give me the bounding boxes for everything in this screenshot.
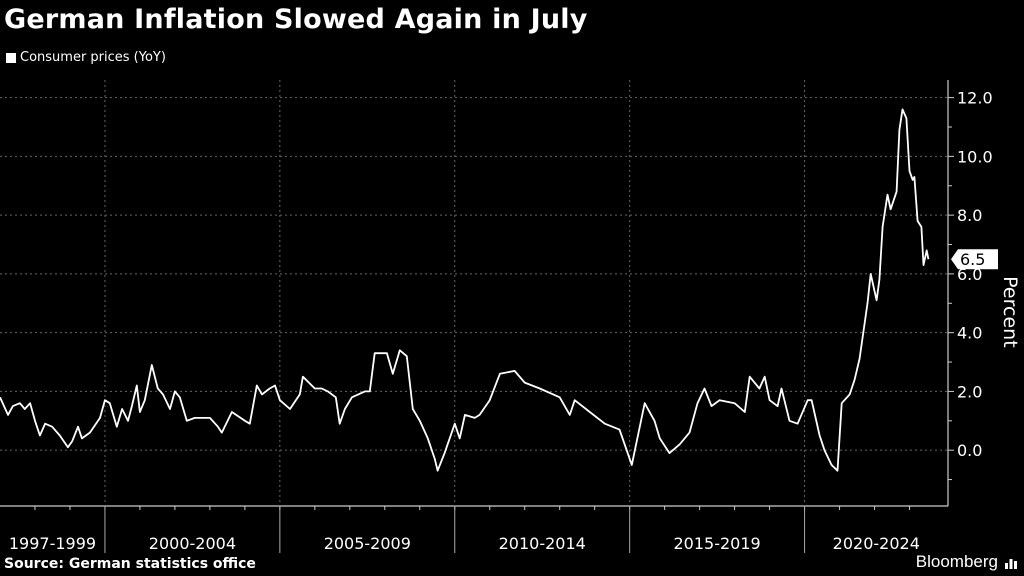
legend-label: Consumer prices (YoY): [20, 50, 166, 65]
x-category-label: 2020-2024: [833, 534, 920, 553]
y-tick-label: 10.0: [957, 147, 993, 166]
legend-swatch: [6, 52, 16, 63]
y-tick-label: 12.0: [957, 89, 993, 108]
x-category-label: 2015-2019: [674, 534, 761, 553]
y-tick-label: 6.0: [957, 265, 982, 284]
y-tick-label: 8.0: [957, 206, 982, 225]
y-axis-label: Percent: [999, 276, 1021, 348]
legend: Consumer prices (YoY): [6, 50, 166, 65]
bloomberg-logo: Bloomberg: [915, 552, 998, 571]
x-category-label: 2005-2009: [324, 534, 411, 553]
bloomberg-chart-icon: [1005, 559, 1017, 569]
source-note: Source: German statistics office: [4, 556, 256, 572]
chart-title: German Inflation Slowed Again in July: [4, 4, 588, 35]
last-value-tag: [951, 249, 998, 270]
x-category-label: 1997-1999: [9, 534, 96, 553]
y-tick-label: 0.0: [957, 441, 982, 460]
y-tick-label: 2.0: [957, 382, 982, 401]
last-value-label: 6.5: [960, 250, 985, 269]
x-category-label: 2010-2014: [499, 534, 586, 553]
x-category-label: 2000-2004: [149, 534, 236, 553]
series-line-consumer-prices: [0, 108, 930, 472]
y-tick-label: 4.0: [957, 324, 982, 343]
